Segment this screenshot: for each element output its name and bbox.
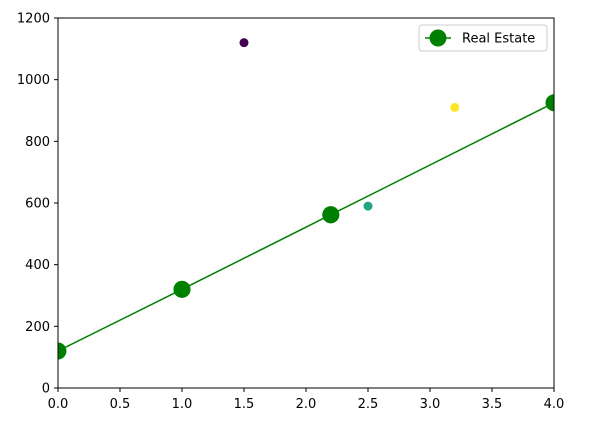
x-tick-label: 2.0 [296,397,317,412]
legend-label: Real Estate [462,32,535,47]
plot-area [58,38,554,360]
axes: 0.0 0.5 1.0 1.5 2.0 2.5 3.0 3.5 4.0 0 200 400 600 800… [17,12,564,413]
legend-marker [429,29,447,47]
x-tick-label: 4.0 [544,397,565,412]
x-tick-label: 1.0 [172,397,193,412]
series-line-0 [58,102,554,352]
y-tick-label: 1200 [17,12,50,27]
y-tick-label: 200 [25,320,50,335]
x-tick-label: 2.5 [358,397,379,412]
x-tick-label: 3.5 [482,397,503,412]
x-tick-label: 3.0 [420,397,441,412]
x-tick-label: 0.0 [48,397,69,412]
legend-box [418,24,548,52]
series-marker [58,342,67,360]
y-tick-label: 600 [25,197,50,212]
scatter-point [450,102,460,112]
series-marker [545,94,554,112]
series-marker [322,206,340,224]
series-marker [173,280,191,298]
scatter-point [239,38,249,48]
y-tick-label: 400 [25,258,50,273]
legend: Real Estate [418,24,548,52]
y-tick-label: 1000 [17,73,50,88]
y-tick-label: 800 [25,135,50,150]
x-tick-label: 1.5 [234,397,255,412]
x-tick-label: 0.5 [110,397,131,412]
scatter-point [363,201,373,211]
y-tick-label: 0 [42,382,50,397]
